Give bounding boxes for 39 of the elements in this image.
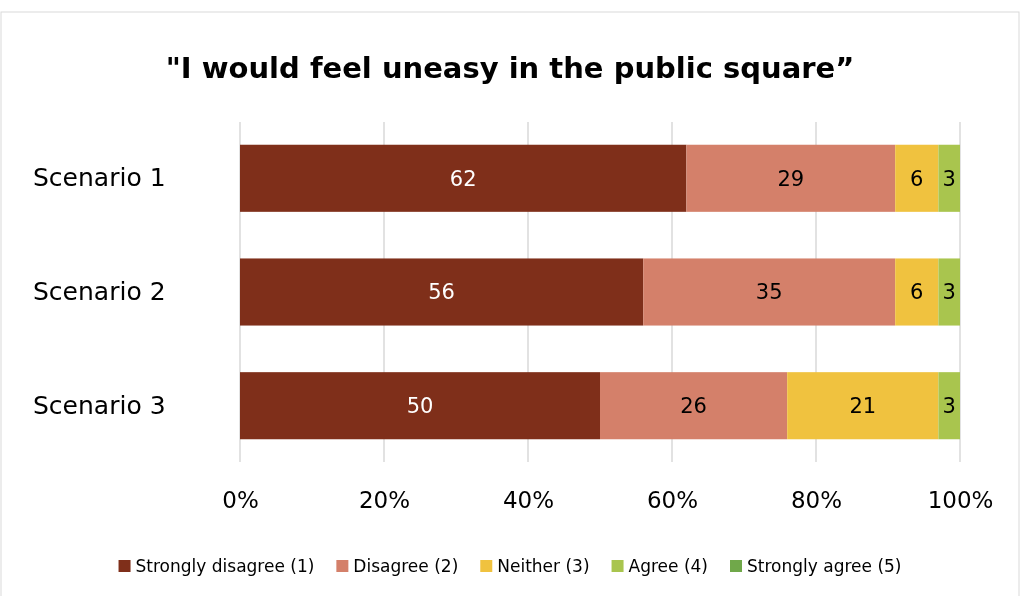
bar [938,258,960,326]
legend-label: Strongly agree (5) [747,555,902,576]
y-tick-label: Scenario 1 [33,163,166,193]
data-label: 62 [449,166,477,191]
x-tick-label: 80% [790,487,843,514]
y-tick-label: Scenario 2 [33,277,166,306]
bar [240,258,644,326]
chart-title: "I would feel uneasy in the public square” [165,51,855,85]
bar [240,144,687,212]
data-label: 6 [910,166,924,191]
data-label: 35 [755,280,783,305]
bar [643,258,896,326]
x-tick-label: 40% [502,487,555,514]
legend-label: Strongly disagree (1) [135,555,315,576]
data-label: 6 [910,280,924,305]
data-label: 50 [406,394,434,419]
x-tick-label: 0% [222,487,259,514]
bar [938,372,960,440]
data-label: 29 [777,166,805,191]
bar [787,372,939,440]
bar [938,144,960,212]
legend-label: Agree (4) [628,555,709,576]
x-tick-label: 60% [646,487,699,514]
legend-label: Neither (3) [497,555,590,576]
bar [895,144,939,212]
y-tick-label: Scenario 3 [33,390,166,420]
data-label: 3 [942,394,956,419]
data-label: 21 [849,394,877,419]
data-label: 3 [942,280,956,305]
data-label: 3 [942,166,956,191]
legend-label: Disagree (2) [353,555,459,576]
bar [686,144,896,212]
x-tick-label: 20% [358,487,411,514]
bar [600,372,788,440]
bar [240,372,600,440]
bar [895,258,939,326]
data-label: 56 [428,280,455,305]
x-tick-label: 100% [927,487,994,514]
data-label: 26 [680,394,707,419]
